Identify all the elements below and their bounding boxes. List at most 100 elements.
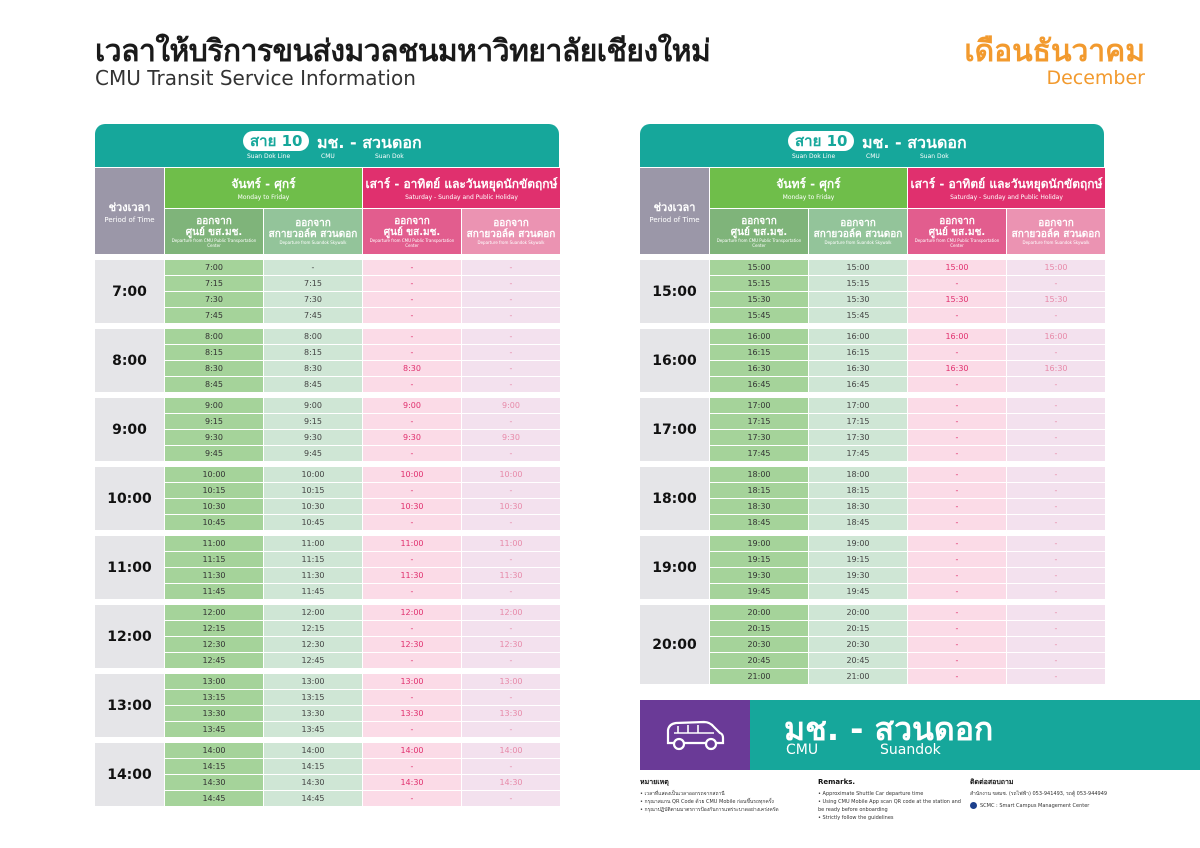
time-cell: - [908, 653, 1006, 668]
time-cell: - [462, 276, 560, 291]
time-cell: - [1007, 568, 1105, 583]
time-cell: 15:30 [908, 292, 1006, 307]
hour-block: 9:00 9:00 9:00 9:00 9:00 9:15 9:15- -9:30 9:30 9:… [95, 398, 560, 461]
hour-block: 19:00 19:00 19:00- -19:15 19:15- -19:30 19:30-… [640, 536, 1105, 599]
note-item: กรุณาปฏิบัติตามมาตรการป้องกันการแพร่ระบา… [640, 806, 810, 814]
time-cell: 13:30 [462, 706, 560, 721]
hour-rows: 19:00 19:00- -19:15 19:15- -19:30 19:30- -19:4… [710, 536, 1105, 599]
col-label: ออกจาก [196, 215, 232, 227]
time-cell: - [908, 536, 1006, 551]
col-label: สกายวอล์ค สวนดอก [1011, 229, 1101, 240]
col-weekend-center: ออกจาก ศูนย์ ขส.มช. Departure from CMU P… [908, 209, 1006, 254]
col-label: ออกจาก [295, 218, 331, 229]
time-cell: 7:15 [165, 276, 263, 291]
time-cell: - [1007, 621, 1105, 636]
time-cell: - [908, 605, 1006, 620]
col-label-en: Departure from Suandok Skywalk [279, 240, 347, 245]
time-cell: - [363, 414, 461, 429]
contact-facebook[interactable]: SCMC : Smart Campus Management Center [980, 803, 1090, 809]
schedule-panel-right: สาย 10 Suan Dok Line มช. - สวนดอก CMU Su… [640, 124, 1105, 684]
time-cell: 12:15 [165, 621, 263, 636]
hour-rows: 16:00 16:00 16:00 16:00 16:15 16:15- -16:30 16:… [710, 329, 1105, 392]
time-cell: - [908, 377, 1006, 392]
time-cell: 18:45 [710, 515, 808, 530]
time-cell: 7:00 [165, 260, 263, 275]
col-label: ออกจาก [741, 215, 777, 227]
time-cell: 14:45 [264, 791, 362, 806]
time-cell: 9:45 [165, 446, 263, 461]
time-cell: 20:30 [809, 637, 907, 652]
time-cell: 14:00 [165, 743, 263, 758]
time-cell: - [908, 552, 1006, 567]
time-cell: - [462, 690, 560, 705]
time-cell: - [363, 515, 461, 530]
hour-rows: 18:00 18:00- -18:15 18:15- -18:30 18:30- -18:4… [710, 467, 1105, 530]
time-cell: - [908, 584, 1006, 599]
time-cell: 12:00 [165, 605, 263, 620]
time-cell: - [462, 621, 560, 636]
time-cell: - [908, 345, 1006, 360]
route-line-sub: Suan Dok Line [792, 153, 836, 160]
time-cell: - [908, 398, 1006, 413]
time-cell: - [908, 499, 1006, 514]
time-cell: 13:30 [363, 706, 461, 721]
time-cell: 10:30 [264, 499, 362, 514]
time-cell: 12:30 [264, 637, 362, 652]
hour-rows: 15:00 15:00 15:00 15:00 15:15 15:15- -15:30 15:… [710, 260, 1105, 323]
time-cell: 15:15 [710, 276, 808, 291]
notes-english: Remarks. Approximate Shuttle Car departu… [818, 778, 968, 822]
time-cell: 14:00 [264, 743, 362, 758]
hour-label: 13:00 [95, 674, 164, 737]
route-sub-suandok: Suan Dok [375, 153, 404, 160]
time-cell: 13:00 [462, 674, 560, 689]
hour-rows: 20:00 20:00- -20:15 20:15- -20:30 20:30- -20:4… [710, 605, 1105, 684]
time-cell: - [1007, 414, 1105, 429]
time-cell: 13:00 [165, 674, 263, 689]
time-cell: - [363, 329, 461, 344]
time-cell: 11:15 [165, 552, 263, 567]
time-cell: 9:00 [462, 398, 560, 413]
hour-label: 14:00 [95, 743, 164, 806]
facebook-icon [970, 802, 977, 809]
time-cell: 21:00 [710, 669, 808, 684]
hour-rows: 13:00 13:00 13:00 13:00 13:15 13:15- -13:30 13:… [165, 674, 560, 737]
weekend-en: Saturday - Sunday and Public Holiday [950, 194, 1063, 201]
hour-label: 16:00 [640, 329, 709, 392]
note-item: กรุณาสแกน QR Code ด้วย CMU Mobile ก่อนขึ… [640, 798, 810, 806]
time-cell: 15:00 [908, 260, 1006, 275]
period-th: ช่วงเวลา [653, 201, 696, 214]
time-cell: - [363, 552, 461, 567]
time-cell: 18:15 [710, 483, 808, 498]
time-cell: - [462, 584, 560, 599]
period-en: Period of Time [649, 216, 700, 224]
col-weekday-skywalk: ออกจาก สกายวอล์ค สวนดอก Departure from S… [809, 209, 907, 254]
time-cell: 12:45 [165, 653, 263, 668]
time-cell: 10:45 [165, 515, 263, 530]
hour-block: 7:00 7:00- - -7:15 7:15- -7:30 7:30- -7:45 7:45-… [95, 260, 560, 323]
hour-block: 14:00 14:00 14:00 14:00 14:00 14:15 14:15- -14:… [95, 743, 560, 806]
time-cell: - [363, 483, 461, 498]
time-cell: 11:30 [165, 568, 263, 583]
time-cell: 8:00 [165, 329, 263, 344]
time-cell: 17:30 [809, 430, 907, 445]
time-cell: 18:45 [809, 515, 907, 530]
time-cell: 13:45 [264, 722, 362, 737]
time-cell: 20:15 [710, 621, 808, 636]
time-cell: 13:00 [363, 674, 461, 689]
time-cell: 16:45 [809, 377, 907, 392]
time-cell: - [1007, 584, 1105, 599]
time-cell: - [462, 292, 560, 307]
time-cell: 20:15 [809, 621, 907, 636]
route-sub-cmu: CMU [866, 153, 880, 160]
route-sub-suandok: Suan Dok [920, 153, 949, 160]
time-cell: 8:15 [264, 345, 362, 360]
time-cell: - [462, 759, 560, 774]
banner-cmu: CMU [786, 742, 819, 758]
time-cell: - [1007, 308, 1105, 323]
notes-thai: หมายเหตุ เวลาที่แสดงเป็นเวลาออกรถจากสถาน… [640, 778, 810, 814]
col-label: ศูนย์ ขส.มช. [730, 226, 788, 238]
route-line-badge: สาย 10 [243, 131, 310, 151]
time-cell: 11:30 [363, 568, 461, 583]
time-cell: - [908, 621, 1006, 636]
time-cell: 9:30 [264, 430, 362, 445]
